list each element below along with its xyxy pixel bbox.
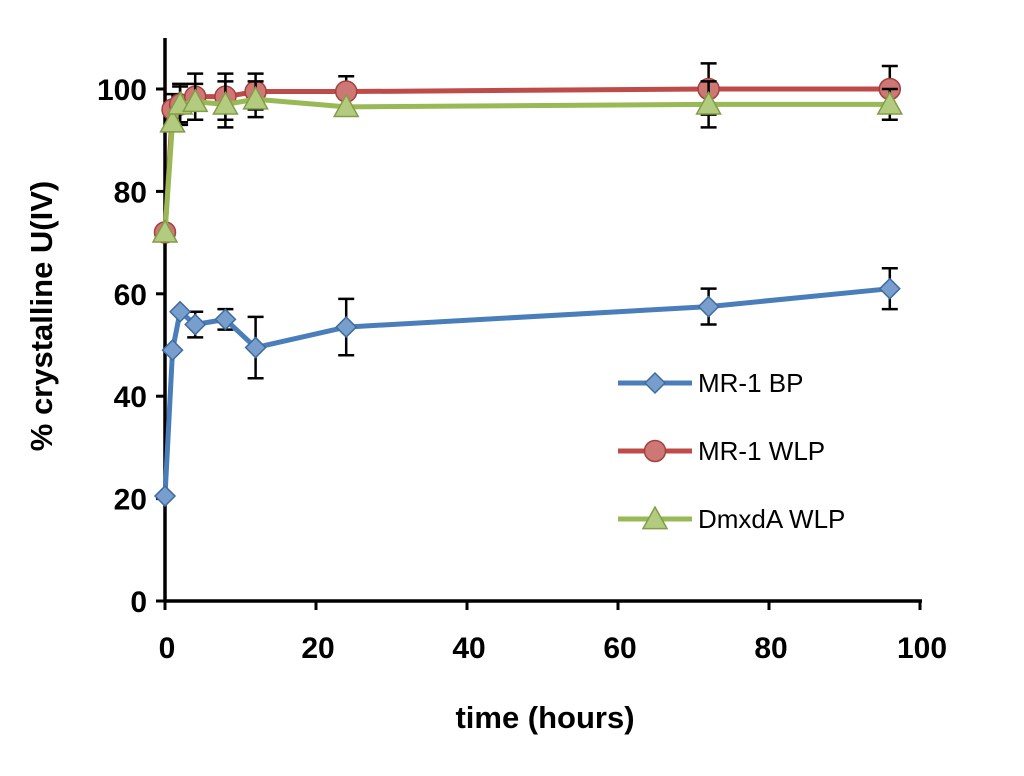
data-point [242,85,269,110]
data-point [695,90,722,115]
data-point [161,339,184,362]
x-tick-label: 60 [603,632,636,665]
series-line [162,86,890,233]
y-tick-label: 60 [114,279,147,312]
data-point [214,308,237,331]
legend-marker [641,505,669,530]
y-axis-title: % crystalline U(IV) [24,181,59,451]
data-point [212,90,239,115]
x-axis-title: time (hours) [455,700,634,735]
data-point [159,108,186,133]
legend-marker [643,439,667,463]
legend-label: MR-1 BP [698,368,803,398]
x-tick-label: 40 [452,632,485,665]
y-tick-label: 80 [114,176,147,209]
tick-labels: 0 20 40 60 80 100 0 20 40 60 80 100 [97,74,947,665]
legend-item: MR-1 WLP [618,436,825,466]
data-point [335,316,358,339]
series [151,62,904,508]
data-point [181,88,209,113]
data-point [876,90,904,115]
data-point [184,313,207,336]
series-mr-1-bp [153,266,901,508]
x-tick-label: 0 [159,632,176,665]
data-point [332,93,360,118]
x-tick-label: 20 [301,632,334,665]
series-mr-1-wlp [153,62,902,244]
legend-item: MR-1 BP [618,368,803,398]
y-tick-label: 40 [114,381,147,414]
legend-item: DmxdA WLP [618,504,845,534]
legend-label: DmxdA WLP [698,504,845,534]
series-dmxda-wlp [151,80,904,243]
data-point [244,336,267,359]
legend-marker [643,371,667,395]
data-point [169,300,192,323]
data-point [153,484,177,508]
y-tick-label: 20 [114,484,147,517]
x-tick-label: 80 [754,632,787,665]
data-point [151,218,179,243]
legend: MR-1 BP MR-1 WLP DmxdA WLP [618,368,845,534]
y-tick-label: 0 [130,586,147,619]
data-point [697,295,720,318]
tick-marks [156,87,922,610]
legend-label: MR-1 WLP [698,436,825,466]
data-point [878,277,901,300]
x-tick-label: 100 [897,632,947,665]
series-line [162,96,890,233]
y-tick-label: 100 [97,74,147,107]
